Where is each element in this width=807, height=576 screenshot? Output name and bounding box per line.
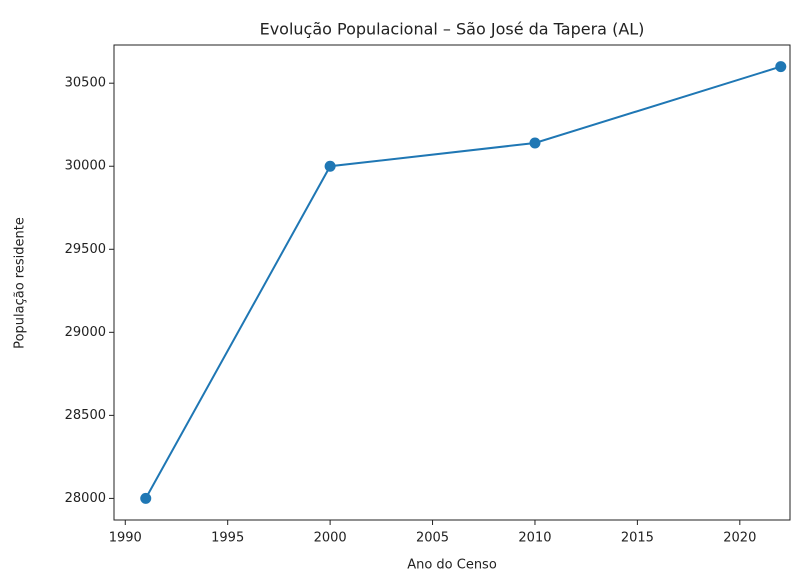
x-tick-label: 2020 xyxy=(723,531,756,546)
y-tick-label: 29000 xyxy=(65,325,106,340)
x-axis-label: Ano do Censo xyxy=(407,558,497,573)
y-tick-label: 30500 xyxy=(65,76,106,91)
y-tick-label: 28500 xyxy=(65,408,106,423)
chart-title: Evolução Populacional – São José da Tape… xyxy=(260,20,645,39)
marker xyxy=(140,492,152,504)
x-tick-label: 2010 xyxy=(518,531,551,546)
x-tick-label: 2015 xyxy=(621,531,654,546)
line xyxy=(144,65,782,499)
x-tick-label: 2000 xyxy=(314,531,347,546)
y-axis-label: População residente xyxy=(13,217,28,349)
y-tick-label: 30000 xyxy=(65,159,106,174)
marker xyxy=(324,160,336,172)
y-tick-label: 29500 xyxy=(65,242,106,257)
x-tick-label: 2005 xyxy=(416,531,449,546)
marker xyxy=(529,137,541,149)
x-tick-label: 1995 xyxy=(211,531,244,546)
y-tick-label: 28000 xyxy=(65,491,106,506)
marker xyxy=(775,61,787,73)
x-tick-label: 1990 xyxy=(109,531,142,546)
plot-frame xyxy=(113,44,791,521)
